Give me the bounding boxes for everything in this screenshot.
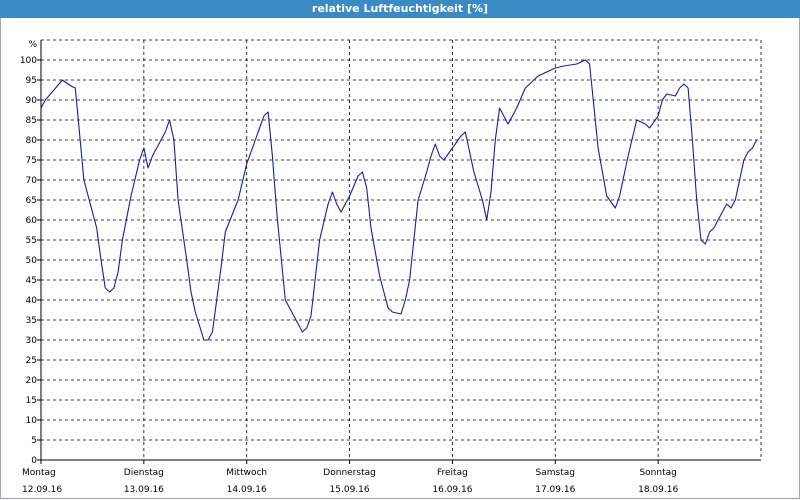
x-tick-label-date: 12.09.16 [22,485,62,495]
grid [41,39,762,461]
x-tick-label-date: 16.09.16 [432,485,472,495]
x-tick-label-weekday: Montag [22,468,56,478]
y-tick-label: 70 [26,176,38,186]
x-tick-label-date: 13.09.16 [124,485,164,495]
y-tick-label: 45 [26,276,37,286]
y-tick-label: 50 [26,256,38,266]
x-tick-label-date: 15.09.16 [330,485,370,495]
y-tick-label: 90 [26,96,38,106]
y-tick-label: 0 [31,456,37,466]
y-tick-label: 5 [31,436,37,446]
y-axis-unit-label: % [28,40,37,50]
y-tick-label: 35 [26,316,37,326]
y-tick-label: 100 [20,56,37,66]
x-tick-label-weekday: Donnerstag [323,468,376,478]
y-tick-label: 80 [26,136,38,146]
x-tick-label-weekday: Freitag [437,468,468,478]
x-tick-label-date: 18.09.16 [638,485,678,495]
y-tick-label: 75 [26,156,37,166]
tick-labels: 0 5 10 15 20 25 30 35 40 45 50 55 60 65 70 75 80 85 90 95 10… [20,40,679,495]
y-tick-label: 65 [26,196,37,206]
x-tick-label-weekday: Sonntag [639,468,676,478]
x-tick-label-date: 14.09.16 [227,485,267,495]
y-tick-label: 25 [26,356,37,366]
y-tick-label: 20 [26,376,38,386]
y-tick-label: 30 [26,336,38,346]
y-tick-label: 55 [26,236,37,246]
x-tick-label-weekday: Mittwoch [226,468,267,478]
y-tick-label: 60 [26,216,38,226]
y-tick-label: 10 [26,416,38,426]
axes [37,40,761,464]
y-tick-label: 40 [26,296,38,306]
y-tick-label: 95 [26,76,37,86]
humidity-series-line [40,59,758,341]
y-tick-label: 85 [26,116,37,126]
series-layer [40,59,758,341]
y-tick-label: 15 [26,396,37,406]
x-tick-label-date: 17.09.16 [535,485,575,495]
x-tick-label-weekday: Dienstag [124,468,164,478]
x-tick-label-weekday: Samstag [536,468,575,478]
chart-title: relative Luftfeuchtigkeit [%] [0,0,800,18]
